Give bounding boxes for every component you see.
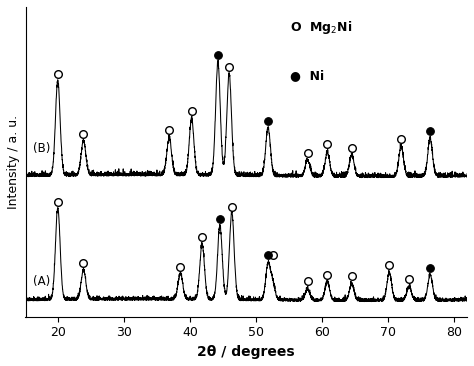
Text: (A): (A): [33, 275, 51, 288]
Text: ●  Ni: ● Ni: [291, 69, 325, 82]
Text: (B): (B): [33, 142, 51, 155]
X-axis label: 2θ / degrees: 2θ / degrees: [198, 345, 295, 359]
Text: O  Mg$_2$Ni: O Mg$_2$Ni: [291, 19, 353, 36]
Y-axis label: Intensity / a. u.: Intensity / a. u.: [7, 115, 20, 209]
